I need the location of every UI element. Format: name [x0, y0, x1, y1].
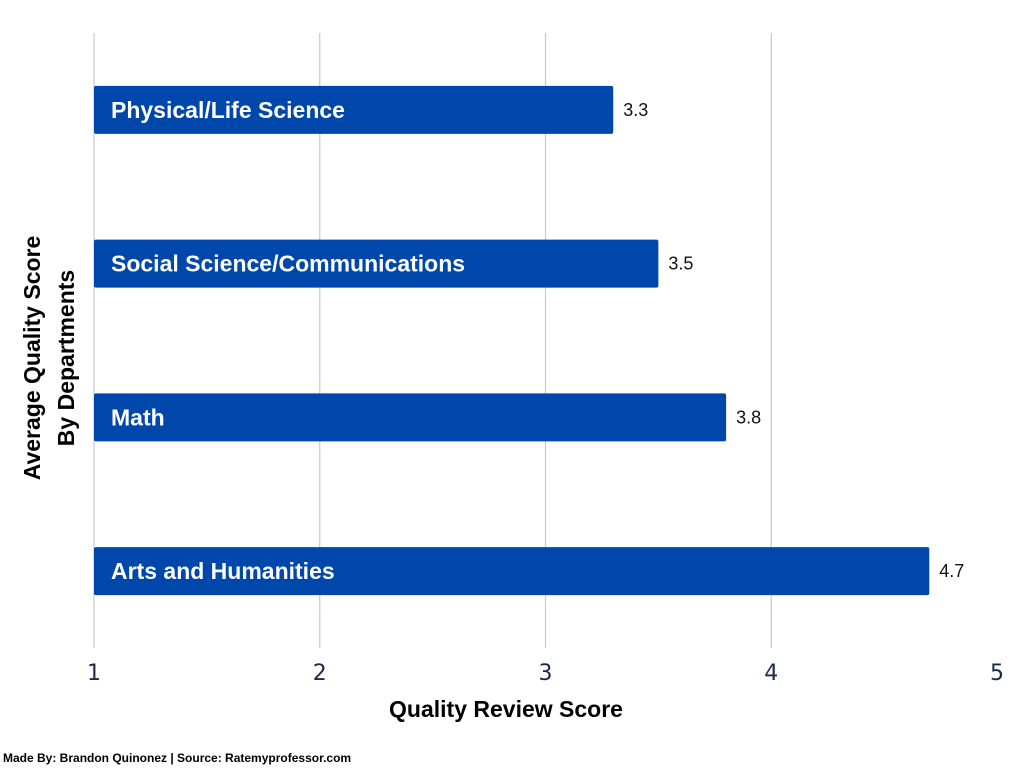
x-axis-title: Quality Review Score [389, 696, 623, 722]
x-tick-label: 4 [764, 661, 778, 686]
gridlines [93, 33, 772, 648]
x-tick-label: 2 [313, 661, 327, 686]
x-tick-label: 3 [539, 661, 553, 686]
x-tick-label: 1 [87, 661, 101, 686]
y-axis-title-line-2: By Departments [53, 270, 79, 446]
bars: Physical/Life Science 3.3 Social Science/C… [94, 85, 964, 596]
y-axis-title-line-1: Average Quality Score [19, 236, 45, 481]
bar [94, 239, 659, 288]
bar-value-label: 3.8 [736, 407, 761, 427]
x-tick-labels: 1 2 3 4 5 [87, 661, 1004, 686]
footer-credit: Made By: Brandon Quinonez | Source: Rate… [3, 751, 351, 765]
bar-category-label: Social Science/Communications [111, 251, 465, 277]
bar-category-label: Arts and Humanities [111, 558, 335, 584]
bar [94, 547, 930, 596]
bar-value-label: 3.5 [668, 254, 693, 274]
y-axis-title: Average Quality Score By Departments [19, 236, 79, 481]
x-tick-label: 5 [990, 661, 1004, 686]
bar-value-label: 3.3 [623, 100, 648, 120]
bar-category-label: Physical/Life Science [111, 97, 345, 123]
bar-value-label: 4.7 [939, 561, 964, 581]
bar [94, 393, 727, 442]
bar [94, 85, 614, 134]
bar-category-label: Math [111, 404, 165, 430]
